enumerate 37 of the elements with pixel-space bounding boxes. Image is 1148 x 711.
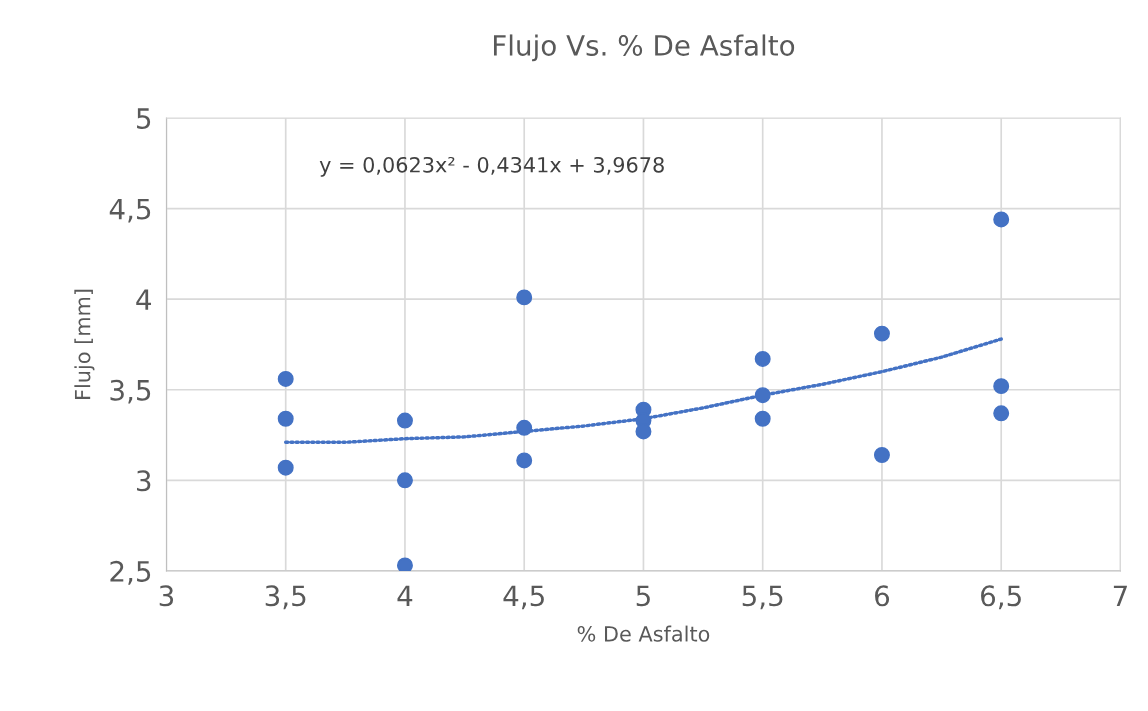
point [396,472,413,489]
x-tick-label: 5,5 [742,585,783,610]
x-tick-label: 3,5 [265,585,306,610]
x-tick-label: 5 [636,585,650,607]
y-tick-label: 3,5 [110,379,151,404]
x-tick-label: 7 [1113,585,1127,606]
x-tick-label: 6,5 [981,585,1021,610]
y-tick-label: 4 [136,289,152,310]
point [277,459,294,476]
point [754,410,771,427]
point [516,419,533,436]
point [277,370,294,387]
chart-title: Flujo Vs. % De Asfalto [493,34,795,62]
point [993,378,1010,395]
x-tick-label: 6 [875,585,890,607]
point [873,447,890,463]
annotation: y = 0,0623x² - 0,4341x + 3,9678 [319,156,664,177]
point [873,325,890,342]
point [396,412,413,429]
line-series [283,337,1003,445]
x-tick-label: 3 [159,585,174,607]
point [516,452,533,469]
point [993,211,1010,228]
point [277,410,294,427]
y-tick-label: 3 [137,470,151,492]
y-tick-label: 4,5 [109,198,151,223]
point [754,387,771,404]
y-axis-title: Flujo [mm] [74,289,95,399]
point [993,405,1010,422]
y-tick-label: 2,5 [110,560,151,585]
point [396,557,413,571]
x-axis-title: % De Asfalto [577,625,710,642]
x-tick-label: 4,5 [503,585,544,610]
x-tick-label: 4 [397,585,413,606]
y-tick-label: 5 [137,108,151,129]
point [754,350,771,367]
point [516,289,533,306]
